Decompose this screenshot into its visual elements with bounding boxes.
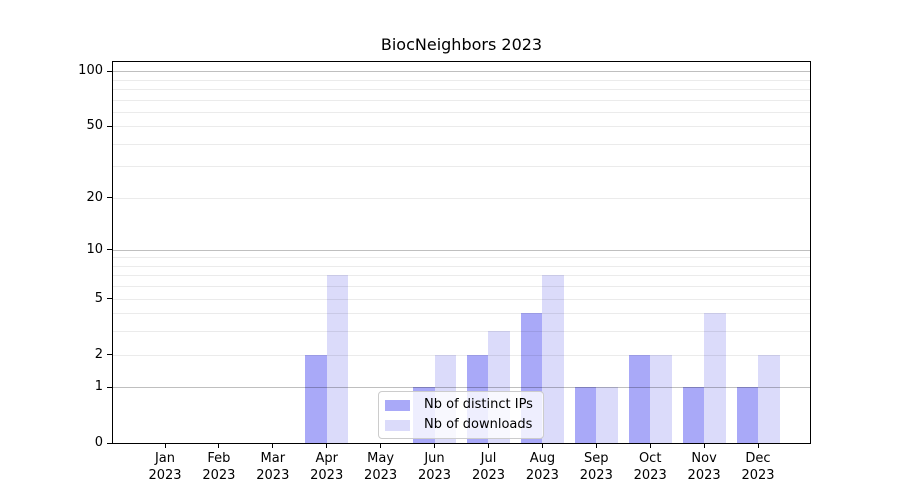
x-tick-mark	[541, 444, 543, 448]
bar-distinct-ips-sep	[574, 387, 597, 443]
y-tick-mark	[107, 386, 112, 388]
bar-distinct-ips-oct	[628, 354, 651, 443]
x-tick-mark	[649, 444, 651, 448]
gridline-minor	[113, 143, 810, 145]
gridline-minor	[113, 331, 810, 333]
y-tick-label: 5	[94, 290, 103, 306]
bar-downloads-nov	[704, 313, 726, 443]
x-tick-mark	[326, 444, 328, 448]
gridline-minor	[113, 298, 810, 300]
y-tick-mark	[107, 197, 112, 199]
y-tick-label: 20	[86, 189, 103, 205]
x-tick-mark	[595, 444, 597, 448]
legend-item-downloads: Nb of downloads	[385, 417, 533, 433]
chart-title: BiocNeighbors 2023	[380, 35, 543, 54]
y-tick-mark	[107, 125, 112, 127]
x-tick-mark	[434, 444, 435, 448]
gridline-major	[113, 71, 810, 72]
x-tick-mark	[757, 444, 759, 448]
x-tick-mark	[380, 444, 382, 448]
x-tick-label-jan: Jan 2023	[148, 451, 182, 483]
y-tick-mark	[107, 442, 112, 444]
x-tick-mark	[488, 444, 489, 448]
bar-downloads-dec	[758, 354, 780, 443]
bar-distinct-ips-nov	[682, 387, 705, 443]
x-tick-label-nov: Nov 2023	[687, 451, 721, 483]
bar-distinct-ips-apr	[305, 354, 327, 443]
y-tick-label: 0	[94, 435, 103, 450]
y-tick-mark	[107, 354, 112, 355]
x-tick-label-mar: Mar 2023	[256, 451, 290, 483]
y-tick-label: 1	[94, 379, 103, 395]
gridline-minor	[113, 197, 810, 199]
gridline-minor	[113, 257, 810, 259]
x-tick-label-may: May 2023	[364, 451, 398, 483]
gridline-minor	[113, 286, 810, 288]
x-tick-mark	[272, 444, 274, 448]
bar-downloads-oct	[650, 354, 672, 443]
x-tick-label-apr: Apr 2023	[310, 451, 344, 483]
bar-downloads-apr	[326, 275, 349, 443]
x-tick-label-jun: Jun 2023	[417, 451, 452, 483]
x-tick-label-jul: Jul 2023	[471, 451, 506, 483]
plot-area: Nb of distinct IPs Nb of downloads	[113, 62, 810, 443]
gridline-minor	[113, 111, 810, 113]
bar-downloads-aug	[542, 275, 564, 443]
y-tick-label: 10	[86, 241, 103, 257]
bar-downloads-sep	[596, 387, 618, 443]
legend-swatch-distinct-ips	[385, 399, 410, 411]
y-tick-label: 50	[86, 118, 103, 134]
gridline-major	[113, 387, 810, 389]
x-tick-label-sep: Sep 2023	[579, 451, 613, 483]
gridline-minor	[113, 275, 810, 277]
y-tick-mark	[107, 249, 112, 251]
x-tick-label-oct: Oct 2023	[633, 451, 667, 483]
bar-distinct-ips-dec	[736, 387, 758, 443]
gridline-minor	[113, 88, 810, 90]
gridline-minor	[113, 354, 810, 356]
x-tick-mark	[164, 444, 166, 448]
y-tick-label: 100	[78, 63, 103, 78]
legend-swatch-downloads	[385, 419, 410, 431]
x-tick-label-feb: Feb 2023	[202, 451, 236, 483]
gridline-minor	[113, 79, 810, 81]
gridline-major	[113, 249, 810, 251]
gridline-minor	[113, 126, 810, 128]
y-tick-mark	[107, 70, 112, 72]
gridline-minor	[113, 166, 810, 168]
gridline-minor	[113, 99, 810, 101]
legend-label-distinct-ips: Nb of distinct IPs	[424, 397, 533, 412]
x-tick-mark	[218, 444, 220, 448]
legend-item-distinct-ips: Nb of distinct IPs	[385, 397, 533, 413]
gridline-minor	[113, 313, 810, 315]
y-tick-label: 2	[94, 346, 103, 362]
x-tick-label-aug: Aug 2023	[525, 451, 559, 483]
legend-label-downloads: Nb of downloads	[424, 417, 533, 432]
legend: Nb of distinct IPs Nb of downloads	[378, 391, 544, 439]
y-tick-mark	[107, 298, 112, 300]
gridline-minor	[113, 265, 810, 267]
x-tick-label-dec: Dec 2023	[741, 451, 775, 483]
x-tick-mark	[703, 444, 705, 448]
